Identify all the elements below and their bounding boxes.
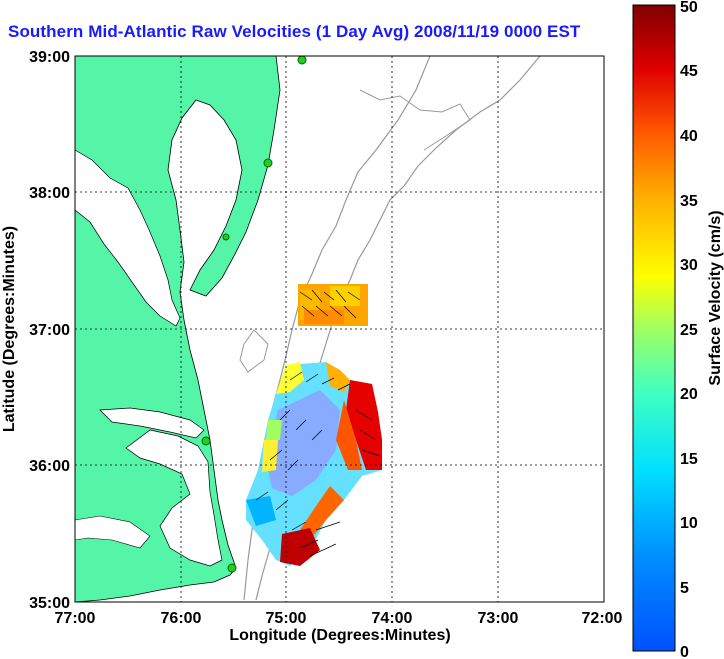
- velocity-field-south: [246, 362, 382, 566]
- y-axis-ticks: 39:00 38:00 37:00 36:00 35:00: [29, 49, 70, 612]
- colorbar-tick-label: 0: [680, 644, 689, 659]
- station-marker: [222, 233, 230, 241]
- station-marker: [297, 56, 307, 65]
- y-tick-label: 39:00: [29, 49, 70, 66]
- colorbar-tick-label: 25: [680, 322, 698, 339]
- x-tick-label: 76:00: [161, 610, 202, 627]
- x-tick-label: 74:00: [372, 610, 413, 627]
- chesapeake-bay: [75, 149, 181, 327]
- velocity-vectors: [255, 289, 381, 557]
- grid-lines: [75, 56, 604, 602]
- colorbar-tick-label: 20: [680, 386, 698, 403]
- colorbar-tick-label: 40: [680, 128, 698, 145]
- colorbar-tick-label: 30: [680, 257, 698, 274]
- bathymetry-contour: [359, 89, 471, 151]
- colorbar-gradient: [632, 4, 676, 652]
- x-tick-label: 73:00: [478, 610, 519, 627]
- y-tick-label: 35:00: [29, 595, 70, 612]
- station-marker: [201, 436, 211, 446]
- colorbar-tick-label: 5: [680, 580, 689, 597]
- chart-title: Southern Mid-Atlantic Raw Velocities (1 …: [8, 22, 581, 41]
- plot-frame: [74, 55, 605, 603]
- x-tick-label: 77:00: [55, 610, 96, 627]
- velocity-field-north: [298, 284, 368, 326]
- y-tick-label: 36:00: [29, 458, 70, 475]
- colorbar-label: Surface Velocity (cm/s): [707, 210, 724, 385]
- colorbar: 50 45 40 35 30 25 20 15 10 5 0 Surface V…: [632, 0, 724, 659]
- albemarle-sound: [99, 407, 205, 439]
- station-marker: [227, 563, 237, 573]
- x-tick-label: 75:00: [266, 610, 307, 627]
- colorbar-tick-label: 15: [680, 451, 698, 468]
- map-plot-area: [75, 56, 604, 602]
- x-tick-label: 72:00: [582, 610, 623, 627]
- y-tick-label: 37:00: [29, 322, 70, 339]
- x-axis-ticks: 77:00 76:00 75:00 74:00 73:00 72:00: [55, 610, 623, 627]
- x-axis-label: Longitude (Degrees:Minutes): [229, 627, 450, 644]
- y-tick-label: 38:00: [29, 185, 70, 202]
- colorbar-tick-label: 35: [680, 193, 698, 210]
- bathymetry-contour: [239, 329, 269, 373]
- colorbar-ticks: 50 45 40 35 30 25 20 15 10 5 0: [680, 0, 698, 659]
- colorbar-tick-label: 50: [680, 0, 698, 16]
- pamlico-sound: [125, 429, 223, 567]
- colorbar-tick-label: 45: [680, 63, 698, 80]
- radar-stations: [201, 56, 307, 573]
- colorbar-tick-label: 10: [680, 515, 698, 532]
- station-marker: [263, 158, 273, 168]
- y-axis-label: Latitude (Degrees:Minutes): [1, 226, 18, 432]
- river-inlet: [75, 515, 151, 549]
